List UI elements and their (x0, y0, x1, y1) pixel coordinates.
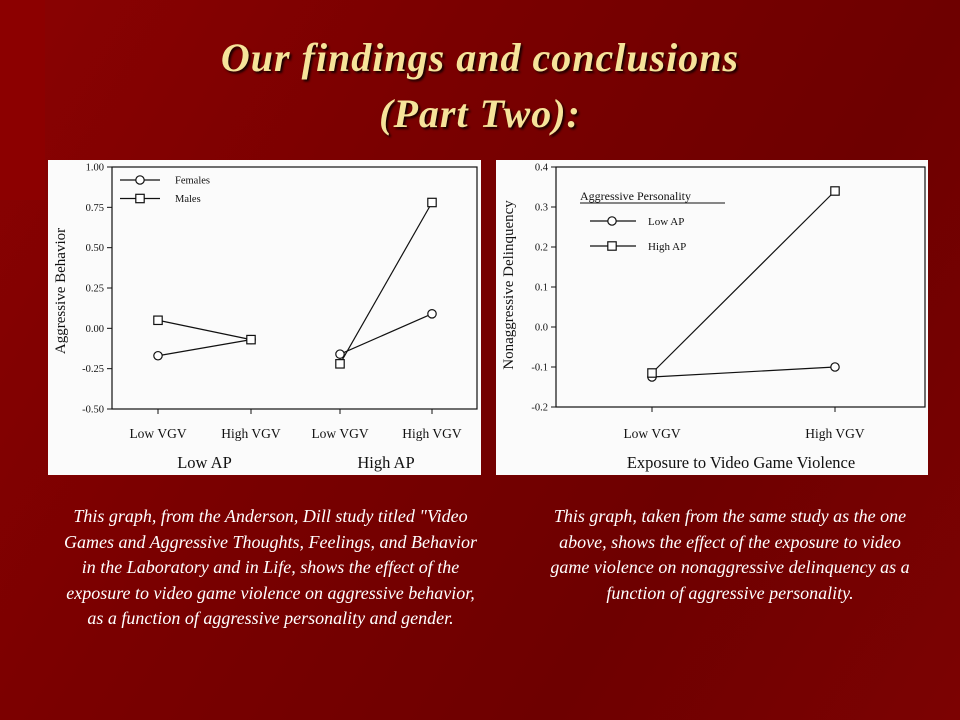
y-axis-label: Aggressive Behavior (53, 228, 69, 354)
series-line-males (157, 319, 252, 341)
y-tick-label: 0.50 (86, 243, 104, 254)
y-tick-label: 0.75 (86, 203, 104, 214)
y-tick-label: -0.25 (82, 364, 104, 375)
y-tick-label: 0.4 (535, 163, 549, 174)
legend-label: Females (175, 176, 210, 187)
legend-label: Low AP (648, 216, 684, 228)
y-tick-label: 0.0 (535, 323, 548, 334)
data-point-females (153, 350, 163, 361)
legend-title: Aggressive Personality (580, 189, 691, 203)
slide-title-line-2: (Part Two): (379, 91, 581, 136)
y-tick-label: 0.3 (535, 203, 548, 214)
y-tick-label: -0.2 (531, 403, 548, 414)
aggressive-behavior-chart: 1.00 0.75 0.50 0.25 0.00 -0.25 -0.50 Aggressive… (48, 160, 481, 475)
series-line-females (157, 339, 252, 357)
series-line-males (339, 202, 433, 365)
series-line-females (339, 313, 433, 355)
data-point-males (427, 197, 437, 208)
slide-title: Our findings and conclusions (Part Two): (0, 30, 960, 142)
x-tick-label: Low VGV (311, 426, 368, 441)
legend-marker-males (135, 193, 145, 204)
x-tick-label: Low VGV (623, 426, 680, 441)
y-tick-label: 0.25 (86, 284, 104, 295)
data-point-high-ap (830, 186, 840, 196)
x-axis-label: Exposure to Video Game Violence (627, 453, 855, 472)
y-tick-label: 0.00 (86, 324, 104, 335)
group-label: High AP (357, 453, 414, 472)
data-point-males (335, 359, 345, 369)
data-point-high-ap (647, 368, 657, 378)
slide-title-line-1: Our findings and conclusions (220, 35, 740, 80)
corner-accent-block (0, 0, 45, 200)
caption-left: This graph, from the Anderson, Dill stud… (64, 506, 477, 628)
data-point-low-ap (830, 362, 840, 372)
legend-marker-females (135, 175, 145, 185)
data-point-females (427, 309, 437, 319)
legend-marker (607, 216, 617, 226)
legend-marker (607, 241, 617, 251)
data-point-males (246, 334, 256, 345)
caption-right: This graph, taken from the same study as… (550, 506, 910, 603)
nonaggressive-delinquency-chart-svg: 0.4 0.3 0.2 0.1 0.0 -0.1 -0.2 Nonaggressive Del… (501, 163, 926, 472)
data-point-females (335, 349, 345, 359)
x-tick-label: High VGV (221, 426, 281, 441)
series-line-low-ap (651, 366, 836, 378)
y-tick-label: 0.2 (535, 243, 548, 254)
series-line-high-ap (651, 190, 836, 374)
y-axis-label: Nonaggressive Delinquency (501, 200, 517, 370)
data-point-males (153, 315, 163, 326)
x-tick-label: High VGV (805, 426, 865, 441)
y-tick-label: 0.1 (535, 283, 548, 294)
y-tick-label: -0.50 (82, 405, 104, 416)
aggressive-behavior-chart-svg: 1.00 0.75 0.50 0.25 0.00 -0.25 -0.50 Aggressive… (53, 163, 478, 472)
y-tick-label: -0.1 (531, 363, 548, 374)
x-tick-label: Low VGV (129, 426, 186, 441)
nonaggressive-delinquency-chart: 0.4 0.3 0.2 0.1 0.0 -0.1 -0.2 Nonaggressive Del… (496, 160, 928, 475)
legend-label: High AP (648, 241, 686, 253)
x-tick-label: High VGV (402, 426, 462, 441)
y-tick-label: 1.00 (86, 163, 104, 174)
legend-label: Males (175, 194, 201, 205)
plot-frame (111, 166, 478, 410)
group-label: Low AP (177, 453, 232, 472)
